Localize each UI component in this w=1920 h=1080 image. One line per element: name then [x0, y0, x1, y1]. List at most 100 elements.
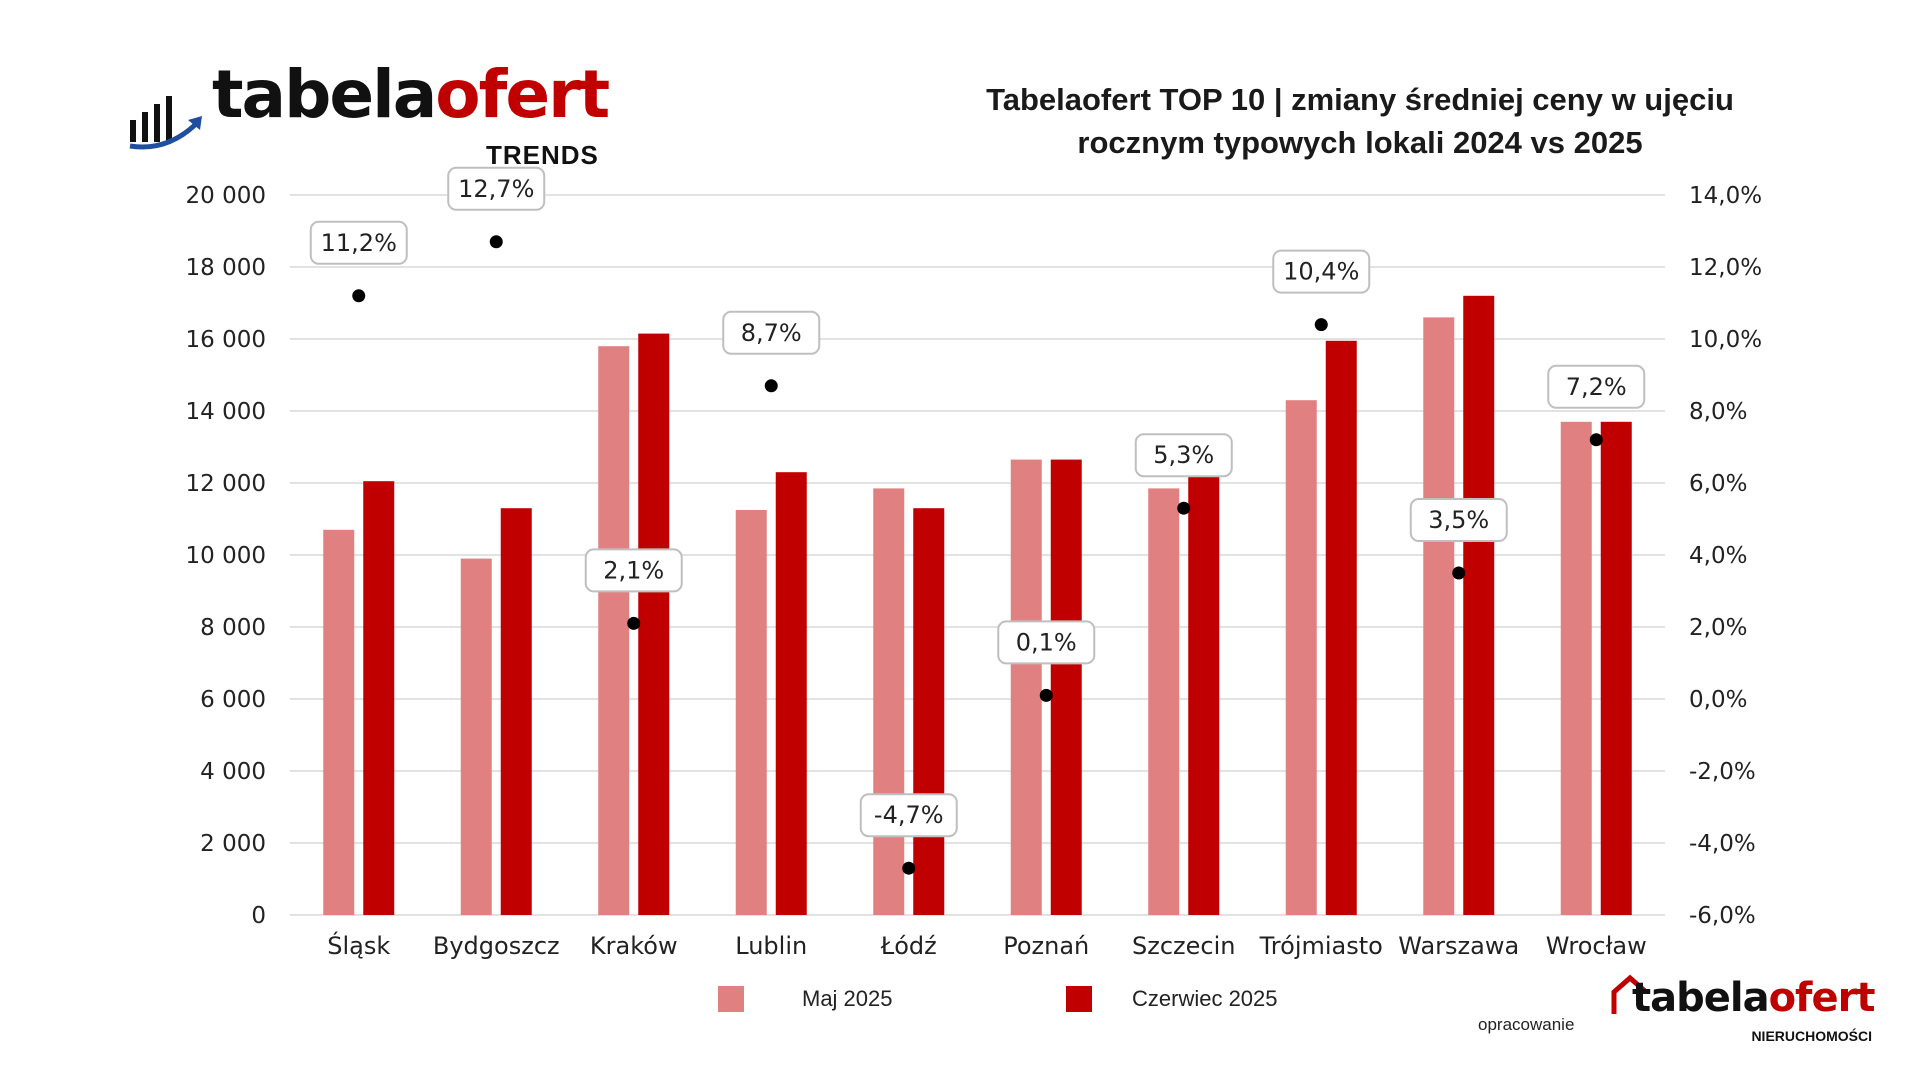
bar-maj — [873, 488, 905, 915]
bar-czerwiec — [775, 472, 807, 915]
logo-wordmark-main: tabela — [212, 56, 437, 133]
bar-czerwiec — [913, 508, 945, 915]
chart-legend: Maj 2025 Czerwiec 2025 — [0, 986, 1920, 1026]
change-label: 10,4% — [1283, 258, 1359, 286]
right-axis-tick-label: 4,0% — [1689, 543, 1747, 569]
change-label-box — [1547, 364, 1646, 409]
legend-swatch-czerwiec — [1066, 986, 1092, 1012]
change-marker-dot — [902, 861, 916, 875]
x-axis-category-label: Poznań — [1003, 932, 1089, 960]
legend-label-czerwiec: Czerwiec 2025 — [1132, 986, 1278, 1011]
change-label: 5,3% — [1153, 441, 1214, 469]
right-axis-tick-label: 10,0% — [1689, 327, 1762, 353]
legend-label-maj: Maj 2025 — [802, 986, 893, 1011]
brand-logo: tabelaofert TRENDS — [128, 62, 610, 180]
bar-czerwiec — [1325, 340, 1357, 915]
chart-title-line-2: rocznym typowych lokali 2024 vs 2025 — [1077, 125, 1643, 160]
change-label: 12,7% — [458, 175, 534, 203]
bar-maj — [1423, 317, 1455, 915]
left-axis-tick-label: 12 000 — [186, 471, 266, 497]
change-label: 2,1% — [603, 556, 664, 584]
x-axis-category-label: Trójmiasto — [1259, 932, 1383, 960]
change-label: 8,7% — [741, 319, 802, 347]
change-label-box — [584, 548, 683, 593]
right-axis-tick-label: 0,0% — [1689, 687, 1747, 713]
left-axis-tick-label: 8 000 — [200, 615, 266, 641]
change-label: 7,2% — [1566, 373, 1627, 401]
change-label-box — [1409, 498, 1508, 542]
left-axis-tick-label: 4 000 — [200, 759, 266, 785]
logo-wordmark: tabelaofert — [212, 62, 610, 128]
change-label-box — [1134, 433, 1233, 478]
footer-logo-wordmark: tabelaofert — [1632, 975, 1876, 1021]
footer-logo: tabelaofert NIERUCHOMOŚCI — [1610, 974, 1880, 1050]
x-axis-category-label: Warszawa — [1398, 932, 1519, 960]
x-axis-category-label: Szczecin — [1132, 932, 1235, 960]
change-marker-dot — [1314, 318, 1328, 332]
change-label-box — [859, 793, 958, 838]
bar-maj — [735, 510, 767, 915]
change-label: 0,1% — [1016, 628, 1077, 656]
house-icon — [1611, 974, 1648, 1014]
change-marker-dot — [1452, 566, 1466, 580]
left-axis-tick-label: 0 — [251, 903, 266, 929]
change-marker-dot — [764, 379, 778, 393]
bar-czerwiec — [1050, 459, 1082, 915]
bar-czerwiec — [363, 481, 395, 915]
x-axis-category-label: Lublin — [735, 932, 807, 960]
bar-maj — [598, 346, 630, 915]
left-axis-tick-label: 14 000 — [186, 399, 266, 425]
change-marker-dot — [1177, 501, 1191, 515]
x-axis-category-label: Bydgoszcz — [433, 932, 560, 960]
credit-label: opracowanie — [1478, 1015, 1575, 1034]
bar-czerwiec — [1188, 441, 1220, 915]
change-marker-dot — [1589, 433, 1603, 447]
change-marker-dot — [489, 235, 503, 249]
chart-title-line-1: Tabelaofert TOP 10 | zmiany średniej cen… — [986, 82, 1734, 117]
left-axis-tick-label: 2 000 — [200, 831, 266, 857]
right-axis-tick-label: 6,0% — [1689, 471, 1747, 497]
bar-czerwiec — [500, 508, 532, 915]
bar-maj — [1148, 488, 1180, 915]
logo-subtitle: TRENDS — [486, 140, 599, 170]
change-label-box — [722, 310, 821, 355]
change-label-box — [1272, 249, 1371, 294]
logo-wordmark-accent: ofert — [435, 56, 610, 133]
footer-logo-accent: ofert — [1768, 975, 1876, 1021]
left-axis-tick-label: 16 000 — [186, 327, 266, 353]
change-label-box — [309, 220, 408, 265]
change-marker-dot — [1039, 688, 1053, 702]
right-axis-tick-label: 2,0% — [1689, 615, 1747, 641]
right-axis-tick-label: -4,0% — [1689, 831, 1756, 857]
bar-maj — [1560, 421, 1592, 915]
change-label: -4,7% — [874, 801, 944, 829]
x-axis-category-label: Kraków — [590, 932, 678, 960]
chart-growth-icon — [129, 96, 202, 150]
x-axis-category-label: Śląsk — [327, 930, 390, 960]
footer-logo-subtitle: NIERUCHOMOŚCI — [1751, 1028, 1872, 1044]
change-marker-dot — [627, 616, 641, 630]
right-axis-tick-label: 8,0% — [1689, 399, 1747, 425]
x-axis-category-label: Łódź — [880, 932, 937, 960]
right-axis-tick-label: -6,0% — [1689, 903, 1756, 929]
x-axis-category-label: Wrocław — [1546, 932, 1647, 960]
change-label: 3,5% — [1428, 506, 1489, 534]
legend-swatch-maj — [718, 986, 744, 1012]
bar-maj — [1010, 459, 1042, 915]
change-label-box — [447, 166, 546, 211]
bar-maj — [460, 558, 492, 915]
right-axis-tick-label: -2,0% — [1689, 759, 1756, 785]
bar-maj — [1285, 400, 1317, 915]
chart-title: Tabelaofert TOP 10 | zmiany średniej cen… — [920, 78, 1800, 164]
change-label: 11,2% — [321, 229, 397, 257]
footer-logo-main: tabela — [1632, 975, 1770, 1021]
left-axis-tick-label: 10 000 — [186, 543, 266, 569]
bar-czerwiec — [638, 333, 670, 916]
bar-czerwiec — [1463, 295, 1495, 915]
right-axis-tick-label: 12,0% — [1689, 255, 1762, 281]
bar-maj — [323, 529, 355, 915]
change-marker-dot — [352, 289, 366, 303]
left-axis-tick-label: 20 000 — [186, 183, 266, 209]
left-axis-tick-label: 6 000 — [200, 687, 266, 713]
